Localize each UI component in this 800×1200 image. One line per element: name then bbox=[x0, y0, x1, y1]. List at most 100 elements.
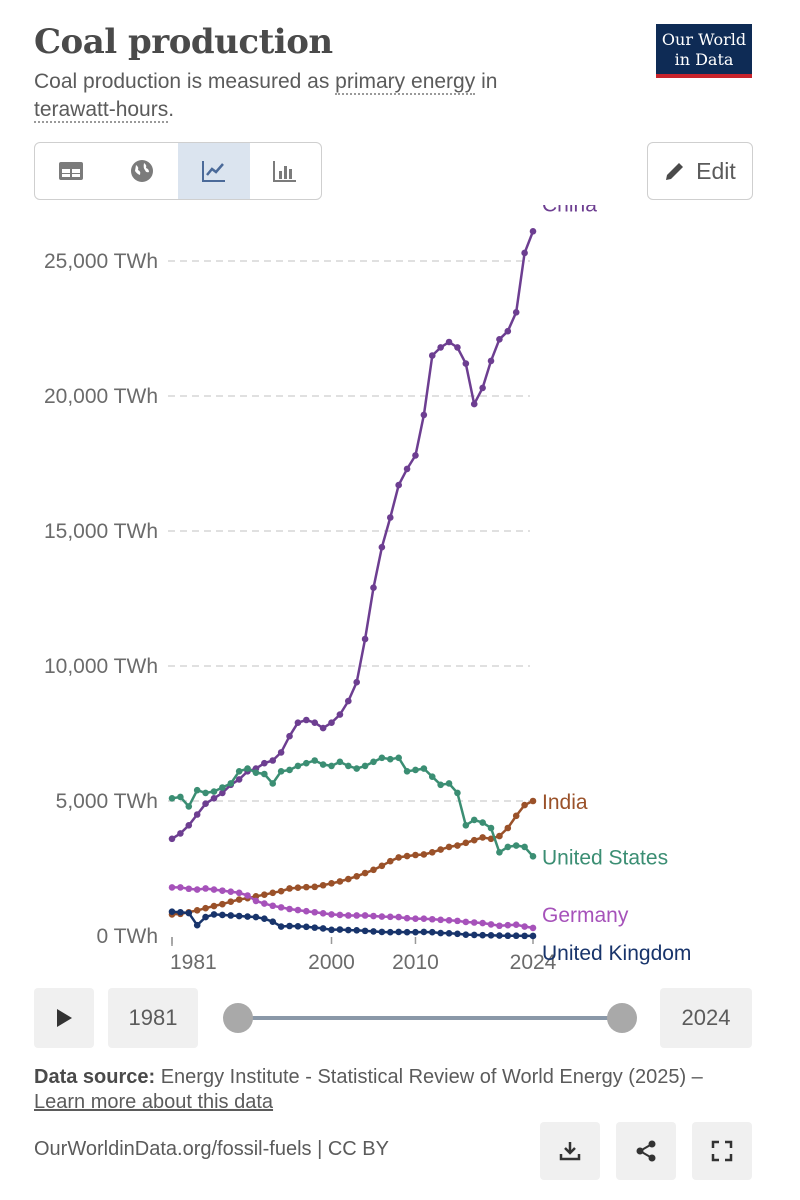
data-point bbox=[269, 918, 277, 925]
data-point bbox=[210, 902, 218, 910]
data-point bbox=[311, 883, 319, 891]
data-point bbox=[462, 931, 470, 938]
tab-line-chart[interactable] bbox=[178, 143, 250, 199]
data-point bbox=[412, 452, 419, 459]
data-point bbox=[420, 411, 428, 419]
data-point bbox=[168, 908, 176, 915]
data-point bbox=[470, 816, 478, 824]
data-point bbox=[345, 762, 352, 770]
data-point bbox=[437, 344, 444, 351]
bar-chart-icon bbox=[273, 161, 297, 182]
tab-bar-chart[interactable] bbox=[250, 143, 322, 199]
x-tick-label: 2000 bbox=[308, 951, 355, 974]
data-point bbox=[361, 912, 369, 919]
series-line bbox=[171, 799, 534, 916]
data-point bbox=[328, 880, 335, 887]
data-point bbox=[378, 754, 386, 762]
data-point bbox=[454, 789, 461, 797]
data-point bbox=[395, 928, 402, 936]
data-point bbox=[303, 907, 310, 915]
data-point bbox=[529, 797, 537, 805]
data-point bbox=[210, 795, 218, 802]
data-point bbox=[462, 360, 470, 367]
y-tick-label: 25,000 TWh bbox=[44, 250, 158, 273]
data-point bbox=[386, 928, 394, 936]
data-point bbox=[210, 886, 218, 893]
data-point bbox=[235, 768, 243, 775]
data-point bbox=[261, 915, 268, 923]
play-icon bbox=[57, 1009, 72, 1027]
data-point bbox=[353, 912, 360, 919]
data-point bbox=[177, 830, 184, 837]
data-point bbox=[252, 897, 260, 905]
x-tick-label: 1981 bbox=[170, 951, 217, 974]
data-point bbox=[193, 886, 201, 893]
data-point bbox=[386, 857, 394, 865]
timeline-track[interactable] bbox=[238, 1016, 622, 1020]
download-button[interactable] bbox=[540, 1122, 600, 1180]
owid-logo[interactable]: Our World in Data bbox=[656, 24, 752, 78]
data-point bbox=[277, 923, 285, 930]
data-point bbox=[311, 924, 319, 931]
page-title: Coal production bbox=[34, 22, 333, 62]
start-year-box[interactable]: 1981 bbox=[108, 988, 198, 1048]
data-point bbox=[168, 795, 176, 802]
data-point bbox=[504, 932, 512, 940]
data-point bbox=[361, 869, 369, 877]
data-point bbox=[487, 932, 495, 939]
data-point bbox=[512, 812, 520, 820]
data-point bbox=[328, 926, 335, 934]
share-button[interactable] bbox=[616, 1122, 676, 1180]
data-point bbox=[370, 866, 377, 874]
edit-button[interactable]: Edit bbox=[647, 142, 753, 200]
y-tick-label: 15,000 TWh bbox=[44, 520, 158, 543]
terawatt-hours-link[interactable]: terawatt-hours bbox=[34, 98, 169, 123]
data-point bbox=[378, 928, 386, 936]
series-line bbox=[172, 886, 534, 930]
data-point bbox=[395, 481, 402, 489]
data-point bbox=[445, 843, 453, 851]
data-point bbox=[252, 913, 260, 921]
data-point bbox=[185, 803, 193, 810]
series-label: China bbox=[542, 205, 597, 216]
data-point bbox=[428, 773, 436, 780]
data-point bbox=[328, 911, 335, 918]
data-point bbox=[403, 928, 411, 936]
data-point bbox=[303, 883, 310, 891]
data-point bbox=[319, 925, 327, 932]
end-year-box[interactable]: 2024 bbox=[660, 988, 752, 1048]
timeline-end-handle[interactable] bbox=[607, 1003, 637, 1033]
data-point bbox=[185, 909, 193, 917]
play-button[interactable] bbox=[34, 988, 94, 1048]
data-point bbox=[403, 914, 411, 922]
data-point bbox=[353, 678, 360, 686]
data-point bbox=[521, 249, 528, 257]
line-chart-icon bbox=[201, 161, 225, 182]
tab-table[interactable] bbox=[35, 143, 107, 199]
data-point bbox=[445, 338, 453, 346]
data-point bbox=[345, 875, 352, 883]
data-point bbox=[235, 889, 243, 897]
fullscreen-button[interactable] bbox=[692, 1122, 752, 1180]
series-line bbox=[171, 756, 534, 858]
data-point bbox=[328, 719, 335, 726]
data-point bbox=[193, 786, 201, 794]
data-point bbox=[252, 893, 260, 900]
tab-map[interactable] bbox=[107, 143, 179, 199]
timeline-start-handle[interactable] bbox=[223, 1003, 253, 1033]
data-point bbox=[487, 357, 495, 365]
learn-more-link[interactable]: Learn more about this data bbox=[34, 1091, 274, 1113]
data-point bbox=[185, 822, 193, 829]
data-point bbox=[294, 906, 302, 914]
data-point bbox=[311, 908, 319, 916]
data-point bbox=[235, 776, 243, 783]
data-point bbox=[319, 724, 327, 732]
data-point bbox=[521, 801, 528, 809]
data-point bbox=[479, 819, 486, 826]
fullscreen-icon bbox=[711, 1140, 733, 1162]
data-point bbox=[521, 932, 528, 940]
data-point bbox=[235, 912, 243, 920]
primary-energy-link[interactable]: primary energy bbox=[335, 70, 476, 95]
data-point bbox=[496, 336, 503, 343]
chart-subtitle: Coal production is measured as primary e… bbox=[34, 68, 594, 124]
